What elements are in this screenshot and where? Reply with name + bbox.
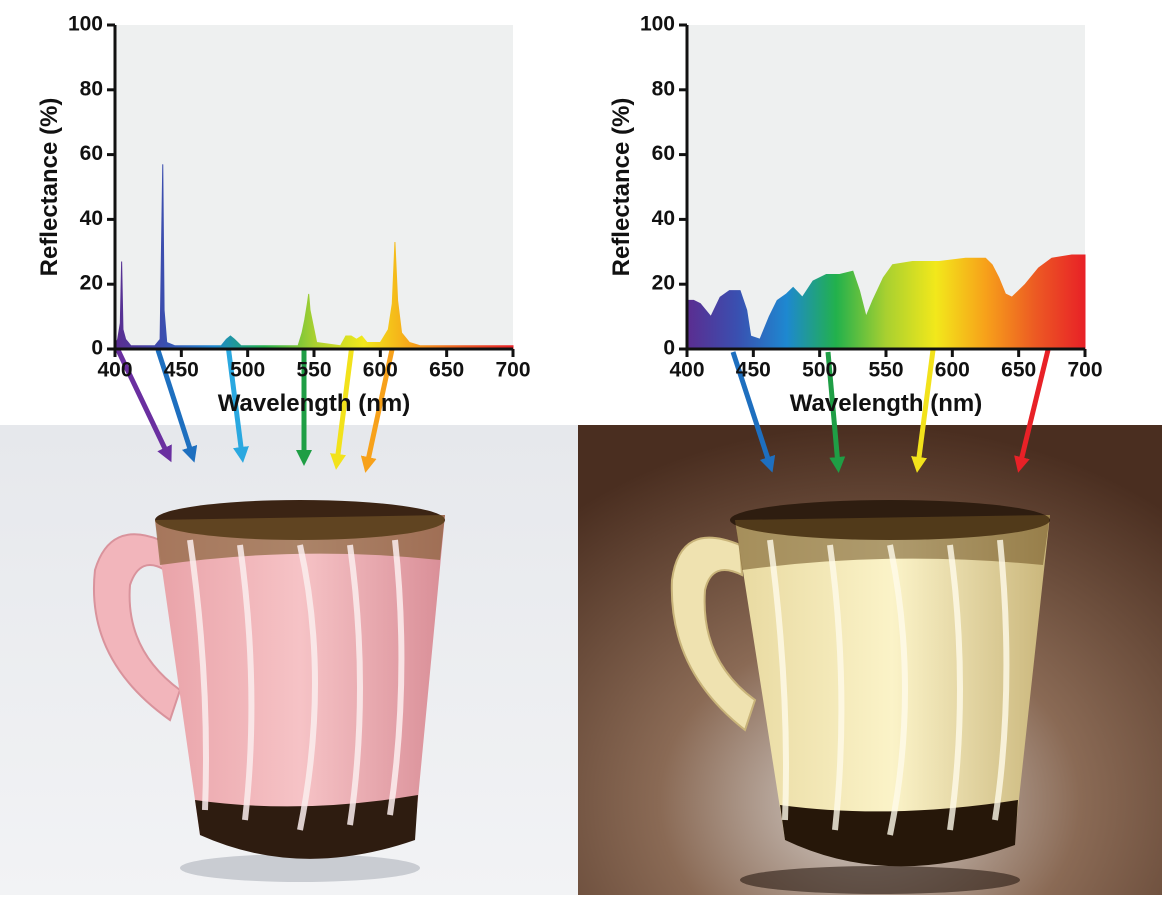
y-tick-label: 20 [652,272,675,295]
y-tick-label: 40 [652,207,675,230]
x-axis-label: Wavelength (nm) [218,390,410,417]
x-tick-label: 500 [802,359,837,382]
y-tick-label: 80 [80,77,103,100]
y-tick-label: 100 [640,13,675,36]
x-axis-label: Wavelength (nm) [790,390,982,417]
y-tick-label: 0 [663,337,675,360]
x-tick-label: 600 [935,359,970,382]
y-tick-label: 80 [652,77,675,100]
x-tick-label: 450 [164,359,199,382]
y-axis-label: Reflectance (%) [36,98,63,277]
y-tick-label: 60 [652,142,675,165]
y-tick-label: 40 [80,207,103,230]
x-tick-label: 700 [495,359,530,382]
y-tick-label: 0 [91,337,103,360]
photo-left [0,425,578,895]
x-tick-label: 650 [429,359,464,382]
x-tick-label: 700 [1067,359,1102,382]
photo-right [578,425,1162,895]
y-tick-label: 100 [68,13,103,36]
x-tick-label: 650 [1001,359,1036,382]
x-tick-label: 550 [296,359,331,382]
chart: 0 20 40 60 80 100 400 450 500 550 600 650 700 Wavelen… [36,13,531,417]
plot-area [115,25,513,349]
y-tick-label: 20 [80,272,103,295]
x-tick-label: 500 [230,359,265,382]
chart: 0 20 40 60 80 100 400 450 500 550 600 650 700 Wavelen… [608,13,1103,417]
x-tick-label: 600 [363,359,398,382]
figure: 020406080100400450500550600650700Wavelen… [0,0,1162,895]
y-tick-label: 60 [80,142,103,165]
x-tick-label: 400 [669,359,704,382]
y-axis-label: Reflectance (%) [608,98,635,277]
x-tick-label: 550 [868,359,903,382]
x-tick-label: 450 [736,359,771,382]
x-tick-label: 400 [97,359,132,382]
